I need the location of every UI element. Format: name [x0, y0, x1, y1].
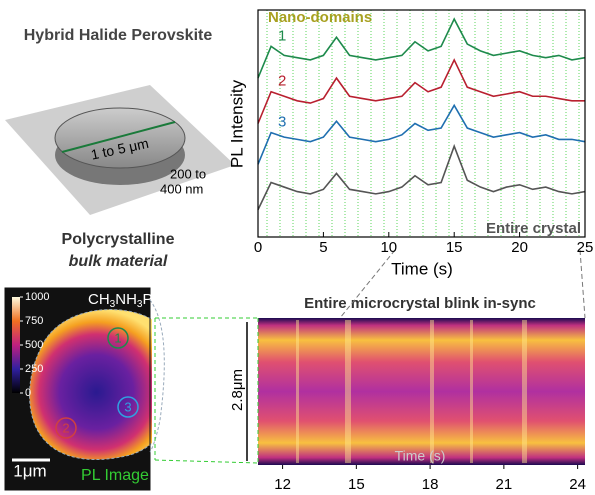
stripe [430, 320, 434, 463]
heatmap-ylabel: 2.8μm [229, 369, 246, 411]
thickness-label: 400 nm [160, 181, 203, 196]
x-tick-label: 5 [319, 239, 327, 256]
stripe [296, 320, 299, 463]
x-tick-label: 10 [380, 239, 397, 256]
stripe [345, 320, 351, 463]
thickness-label: 200 to [170, 166, 206, 181]
annotation: Nano-domains [268, 9, 372, 26]
t: Hybrid Halide Perovskite [24, 27, 213, 44]
series-line [258, 146, 585, 210]
formula: CH3NH3PbBr3 [88, 291, 182, 310]
region-label: 1 [114, 330, 121, 345]
formula-part: CH [88, 291, 110, 308]
crystal-top [55, 108, 185, 168]
formula-part: 3 [176, 299, 182, 310]
colorbar-label: 500 [25, 339, 43, 351]
colorbar-label: 250 [25, 363, 43, 375]
y-axis-label: PL Intensity [227, 79, 246, 168]
legend-label: 2 [278, 73, 286, 90]
plot-frame [258, 10, 585, 237]
region-label: 2 [62, 420, 69, 435]
heatmap-title: Entire microcrystal blink in-sync [304, 295, 536, 312]
region-label: 3 [124, 399, 131, 414]
colorbar-label: 750 [25, 315, 43, 327]
heatmap [258, 318, 585, 465]
caption: Polycrystalline [62, 231, 175, 248]
x-tick-label: 20 [511, 239, 528, 256]
series-line [258, 19, 585, 78]
figure: Hybrid Halide Perovskite 1 to 5 μm 200 t… [0, 0, 595, 495]
stripe [522, 320, 527, 463]
colorbar-label: 1000 [25, 291, 49, 303]
series-line [258, 105, 585, 164]
series-line [258, 60, 585, 124]
formula-part: PbBr [142, 291, 175, 308]
scale-label: 1μm [13, 461, 46, 480]
x-tick-label: 12 [274, 476, 291, 493]
heatmap-xlabel: Time (s) [395, 448, 446, 464]
x-tick-label: 18 [422, 476, 439, 493]
colorbar [12, 297, 20, 393]
x-tick-label: 15 [446, 239, 463, 256]
x-tick-label: 21 [496, 476, 513, 493]
formula-part: NH [115, 291, 137, 308]
stripe [470, 320, 473, 463]
colorbar-label: 0 [25, 387, 31, 399]
legend-label: Entire crystal [486, 220, 581, 237]
legend-label: 1 [278, 27, 286, 44]
caption: bulk material [69, 253, 168, 270]
image-caption: PL Image [81, 467, 149, 484]
x-tick-label: 25 [577, 239, 594, 256]
x-tick-label: 24 [569, 476, 586, 493]
x-tick-label: 0 [254, 239, 262, 256]
x-axis-label: Time (s) [391, 259, 453, 278]
legend-label: 3 [278, 114, 286, 131]
connector [580, 250, 585, 318]
x-tick-label: 15 [348, 476, 365, 493]
schematic-title: Hybrid Halide Perovskite [24, 27, 213, 44]
